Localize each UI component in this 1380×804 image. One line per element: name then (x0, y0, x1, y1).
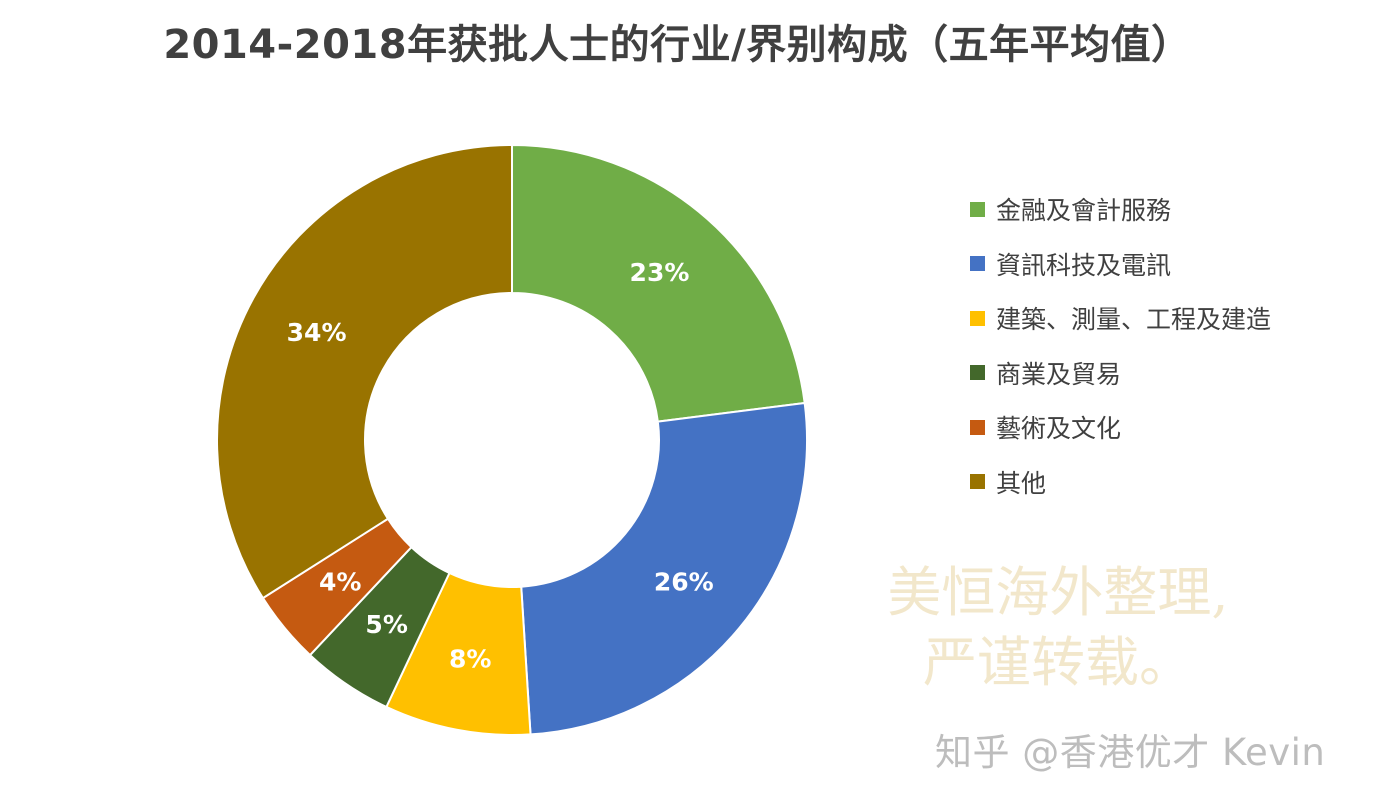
legend-label: 金融及會計服務 (996, 196, 1172, 226)
slice-0 (511, 143, 806, 423)
legend-swatch (970, 474, 985, 490)
legend-swatch (970, 256, 985, 272)
legend-label: 資訊科技及電訊 (996, 250, 1172, 280)
slice-label-4: 4% (319, 568, 361, 597)
legend-swatch (970, 419, 985, 435)
data-labels: 23% 26% 8% 5%4% 34% (287, 258, 714, 673)
slice-label-3: 5% (365, 610, 407, 639)
chart-legend: 金融及會計服務 資訊科技及電訊建築、測量、工程及建造 商業及貿易藝術及文化其他 (970, 182, 1271, 509)
slice-label-2: 8% (449, 645, 491, 674)
slice-1 (520, 401, 808, 736)
watermark-line-1: 美恒海外整理, (887, 561, 1229, 624)
legend-label: 藝術及文化 (996, 414, 1122, 444)
legend-item-0: 金融及會計服務 (970, 182, 1271, 237)
source-credit: 知乎 @香港优才 Kevin (935, 731, 1326, 774)
watermark: 美恒海外整理, 严谨转载。 (868, 558, 1248, 698)
donut-slices (216, 143, 808, 736)
legend-swatch (970, 201, 985, 217)
legend-item-2: 建築、測量、工程及建造 (970, 291, 1271, 346)
slice-5 (216, 143, 513, 600)
slice-label-0: 23% (630, 258, 690, 287)
legend-label: 其他 (996, 468, 1047, 498)
legend-item-5: 其他 (970, 455, 1271, 510)
legend-label: 建築、測量、工程及建造 (996, 305, 1272, 335)
legend-swatch (970, 310, 985, 326)
legend-item-1: 資訊科技及電訊 (970, 237, 1271, 292)
legend-item-4: 藝術及文化 (970, 400, 1271, 455)
slice-label-1: 26% (654, 568, 714, 597)
watermark-line-2: 严谨转载。 (923, 631, 1193, 694)
legend-label: 商業及貿易 (996, 359, 1122, 389)
chart-title: 2014-2018年获批人士的行业/界别构成（五年平均值） (163, 22, 1192, 68)
legend-item-3: 商業及貿易 (970, 346, 1271, 401)
legend-swatch (970, 365, 985, 381)
slice-label-5: 34% (287, 318, 347, 347)
